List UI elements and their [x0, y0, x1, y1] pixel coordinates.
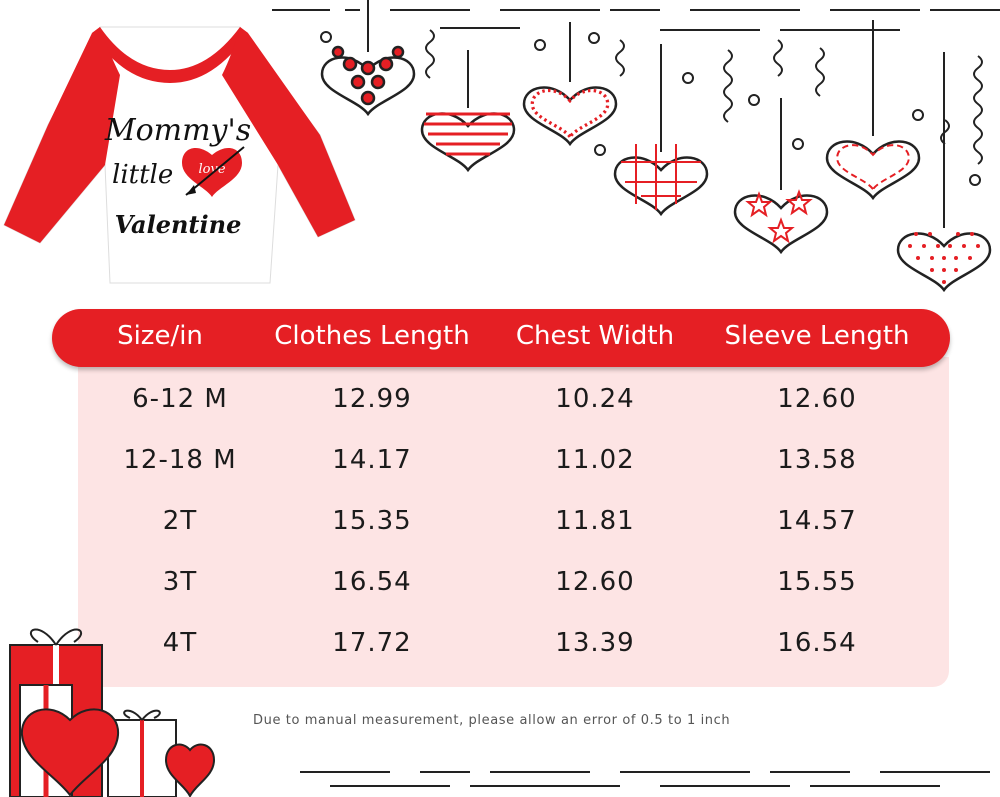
- shirt-line2: little: [112, 160, 173, 190]
- table-row: 12-18 M 14.17 11.02 13.58: [52, 445, 950, 485]
- cell-sleeve-length: 16.54: [777, 628, 857, 658]
- cell-chest-width: 11.02: [555, 445, 635, 475]
- cell-clothes-length: 17.72: [332, 628, 412, 658]
- header-size: Size/in: [117, 321, 203, 351]
- header-clothes-length: Clothes Length: [274, 321, 470, 351]
- table-row: 6-12 M 12.99 10.24 12.60: [52, 384, 950, 424]
- cell-clothes-length: 16.54: [332, 567, 412, 597]
- measurement-note: Due to manual measurement, please allow …: [253, 713, 731, 728]
- raglan-shirt-image: Mommy's little love Valentine: [3, 26, 356, 284]
- cell-size: 12-18 M: [123, 445, 237, 475]
- shirt-line3: Valentine: [115, 210, 242, 239]
- cell-clothes-length: 15.35: [332, 506, 412, 536]
- table-row: 3T 16.54 12.60 15.55: [52, 567, 950, 607]
- hanging-hearts-decoration: [272, 0, 1000, 292]
- cell-clothes-length: 12.99: [332, 384, 412, 414]
- shirt-line1: Mommy's: [104, 113, 251, 148]
- cell-size: 6-12 M: [132, 384, 228, 414]
- cell-chest-width: 13.39: [555, 628, 635, 658]
- cell-sleeve-length: 15.55: [777, 567, 857, 597]
- cell-clothes-length: 14.17: [332, 445, 412, 475]
- cell-chest-width: 11.81: [555, 506, 635, 536]
- table-header: Size/in Clothes Length Chest Width Sleev…: [52, 309, 950, 367]
- shirt-heart-word: love: [198, 162, 225, 177]
- cell-chest-width: 12.60: [555, 567, 635, 597]
- size-chart-table: Size/in Clothes Length Chest Width Sleev…: [52, 309, 950, 687]
- table-row: 4T 17.72 13.39 16.54: [52, 628, 950, 668]
- cell-sleeve-length: 12.60: [777, 384, 857, 414]
- header-sleeve-length: Sleeve Length: [724, 321, 910, 351]
- cell-chest-width: 10.24: [555, 384, 635, 414]
- dashed-line-decoration: [300, 771, 990, 787]
- cell-sleeve-length: 13.58: [777, 445, 857, 475]
- cell-sleeve-length: 14.57: [777, 506, 857, 536]
- cell-size: 2T: [162, 506, 198, 536]
- gift-boxes-decoration: [9, 628, 216, 797]
- cell-size: 4T: [162, 628, 198, 658]
- table-row: 2T 15.35 11.81 14.57: [52, 506, 950, 546]
- header-chest-width: Chest Width: [515, 321, 675, 351]
- cell-size: 3T: [162, 567, 198, 597]
- table-body: [78, 357, 949, 687]
